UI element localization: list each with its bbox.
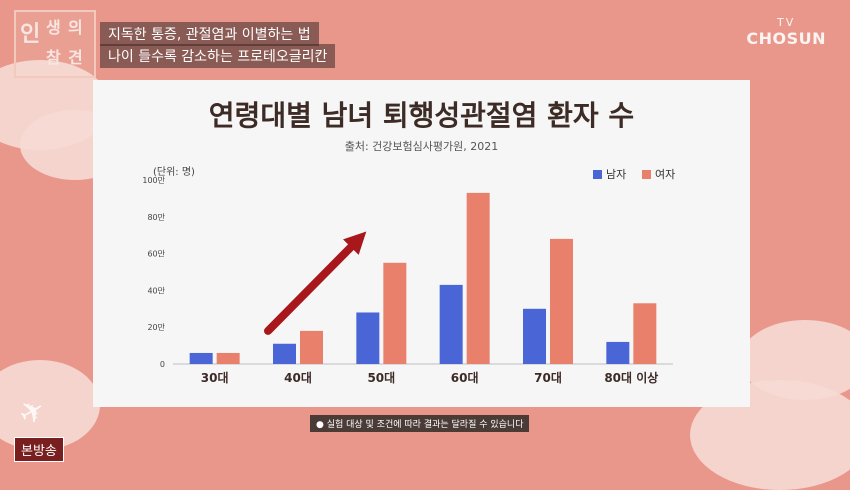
x-tick-label: 60대: [451, 371, 479, 385]
x-tick-label: 70대: [534, 371, 562, 385]
y-tick-label: 40만: [147, 286, 165, 295]
x-tick-label: 40대: [284, 371, 312, 385]
x-tick-label: 30대: [201, 371, 229, 385]
chart-title: 연령대별 남녀 퇴행성관절염 환자 수: [208, 99, 635, 132]
bar-female: [633, 303, 657, 364]
chart-panel: 연령대별 남녀 퇴행성관절염 환자 수 출처: 건강보험심사평가원, 2021 …: [93, 80, 750, 407]
logo-char: 생: [46, 18, 61, 37]
legend-female: 여자: [642, 166, 675, 182]
bar-male: [189, 352, 213, 364]
trend-arrow-head: [343, 231, 367, 255]
broadcaster-tv: TV: [777, 16, 796, 29]
legend-male: 남자: [593, 166, 626, 182]
bar-female: [300, 330, 323, 364]
y-unit-label: (단위: 명): [153, 167, 195, 178]
disclaimer-note: ● 실험 대상 및 조건에 따라 결과는 달라질 수 있습니다: [310, 415, 530, 432]
subtitle-line-1: 지독한 통증, 관절염과 이별하는 법: [100, 22, 319, 46]
x-tick-label: 50대: [367, 371, 395, 385]
bar-female: [466, 192, 490, 364]
y-tick-label: 20만: [147, 323, 165, 332]
bar-male: [439, 284, 463, 364]
y-tick-label: 60만: [147, 250, 165, 259]
live-badge: 본방송: [14, 437, 64, 462]
logo-char: 참: [46, 48, 61, 67]
bar-male: [273, 343, 296, 364]
y-tick-label: 100만: [142, 176, 165, 185]
bar-male: [606, 341, 630, 364]
bar-female: [383, 262, 407, 364]
legend-male-label: 남자: [606, 168, 627, 181]
bar-female: [216, 352, 240, 364]
show-logo: 인 생 의 참 견: [14, 10, 96, 78]
bar-male: [356, 312, 380, 364]
cloud-decoration: [0, 360, 100, 450]
legend-female-swatch: [642, 169, 651, 179]
subtitle-line-2: 나이 들수록 감소하는 프로테오글리칸: [100, 44, 336, 68]
trend-arrow-shaft: [264, 243, 355, 335]
chart-source: 출처: 건강보험심사평가원, 2021: [344, 140, 499, 153]
legend-female-label: 여자: [655, 168, 676, 181]
bar-chart: 0 20만 40만 60만 80만 100만 30대 40대 50대 60대 70대 80대 이상: [142, 176, 673, 385]
x-tick-label: 80대 이상: [604, 370, 658, 385]
logo-char: 인: [20, 22, 41, 47]
logo-char: 견: [68, 48, 83, 67]
broadcaster-name: CHOSUN: [746, 29, 826, 48]
legend-male-swatch: [593, 169, 602, 179]
broadcaster-logo: TV CHOSUN: [746, 16, 826, 48]
logo-char: 의: [68, 18, 83, 37]
bar-male: [523, 308, 546, 364]
y-tick-label: 80만: [147, 213, 165, 222]
y-tick-label: 0: [160, 360, 165, 369]
bar-female: [550, 238, 573, 364]
